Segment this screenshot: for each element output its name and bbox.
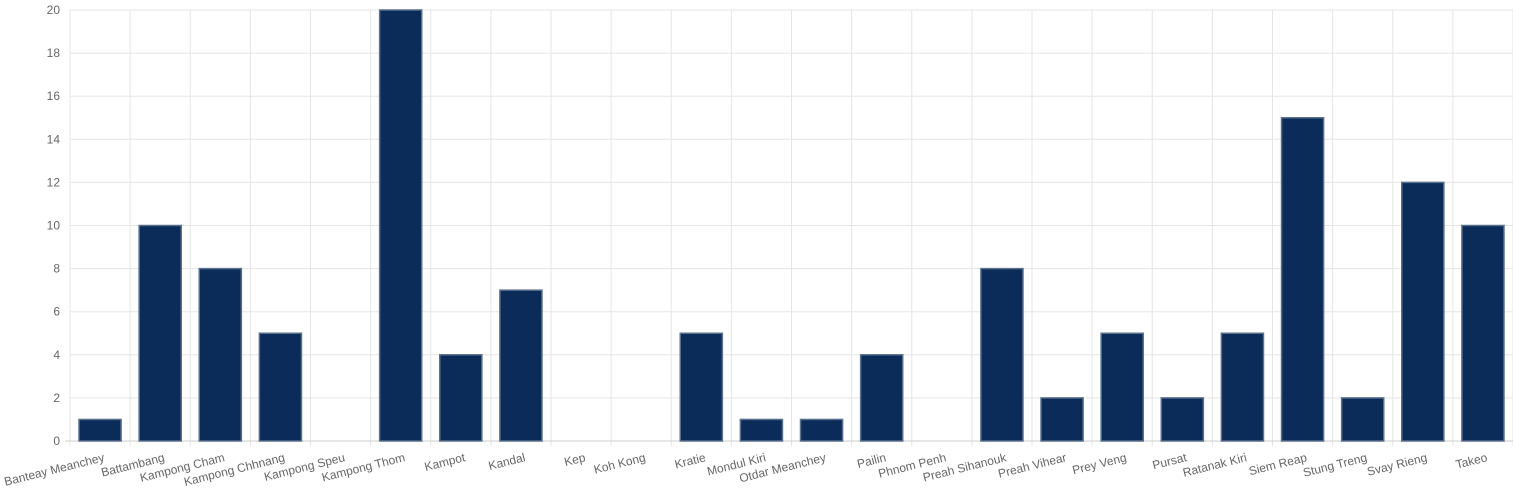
bar [1461,224,1505,442]
x-tick-label: Kratie [673,450,707,471]
bars [78,9,1505,442]
x-tick-label: Preah Vihear [997,450,1068,480]
bar [1100,332,1144,442]
y-tick-label: 18 [47,46,61,60]
y-tick-label: 4 [53,348,60,362]
x-tick-label: Pailin [856,450,888,471]
bar [1340,397,1385,442]
bar [138,224,182,442]
x-tick-label: Kandal [487,450,527,473]
bar [739,418,784,442]
bar [1280,117,1325,442]
y-tick-label: 2 [53,391,60,405]
y-tick-label: 8 [53,262,60,276]
bar [1040,397,1084,442]
y-tick-label: 12 [47,175,61,189]
y-tick-label: 6 [53,305,60,319]
y-tick-label: 10 [47,219,61,233]
bar [439,354,483,442]
x-tick-label: Svay Rieng [1366,450,1429,478]
y-tick-label: 20 [47,3,61,17]
x-tick-label: Koh Kong [592,450,647,476]
bar [78,418,122,442]
y-tick-label: 16 [47,89,61,103]
bar [1160,397,1205,442]
bar [1220,332,1265,442]
y-tick-label: 14 [47,132,61,146]
bar [378,9,423,442]
grid [65,9,1513,446]
bar [198,267,243,442]
bar [859,354,904,442]
bar [258,332,303,442]
bar [1401,181,1445,442]
bar [499,289,543,442]
bar [980,267,1024,442]
x-tick-label: Siem Reap [1247,450,1308,478]
x-tick-label: Takeo [1454,450,1489,471]
x-tick-label: Kep [563,450,587,469]
x-tick-label: Prey Veng [1071,450,1128,477]
bar [799,418,844,442]
x-tick-label: Kampot [423,450,467,474]
x-tick-label: Banteay Meanchey [3,450,106,488]
y-tick-label: 0 [53,434,60,448]
y-axis-ticks: 0 2 4 6 8 10 12 14 16 18 20 [47,3,61,448]
x-tick-label: Stung Treng [1302,450,1369,479]
x-tick-label: Ratanak Kiri [1181,450,1248,479]
bar [679,332,724,442]
